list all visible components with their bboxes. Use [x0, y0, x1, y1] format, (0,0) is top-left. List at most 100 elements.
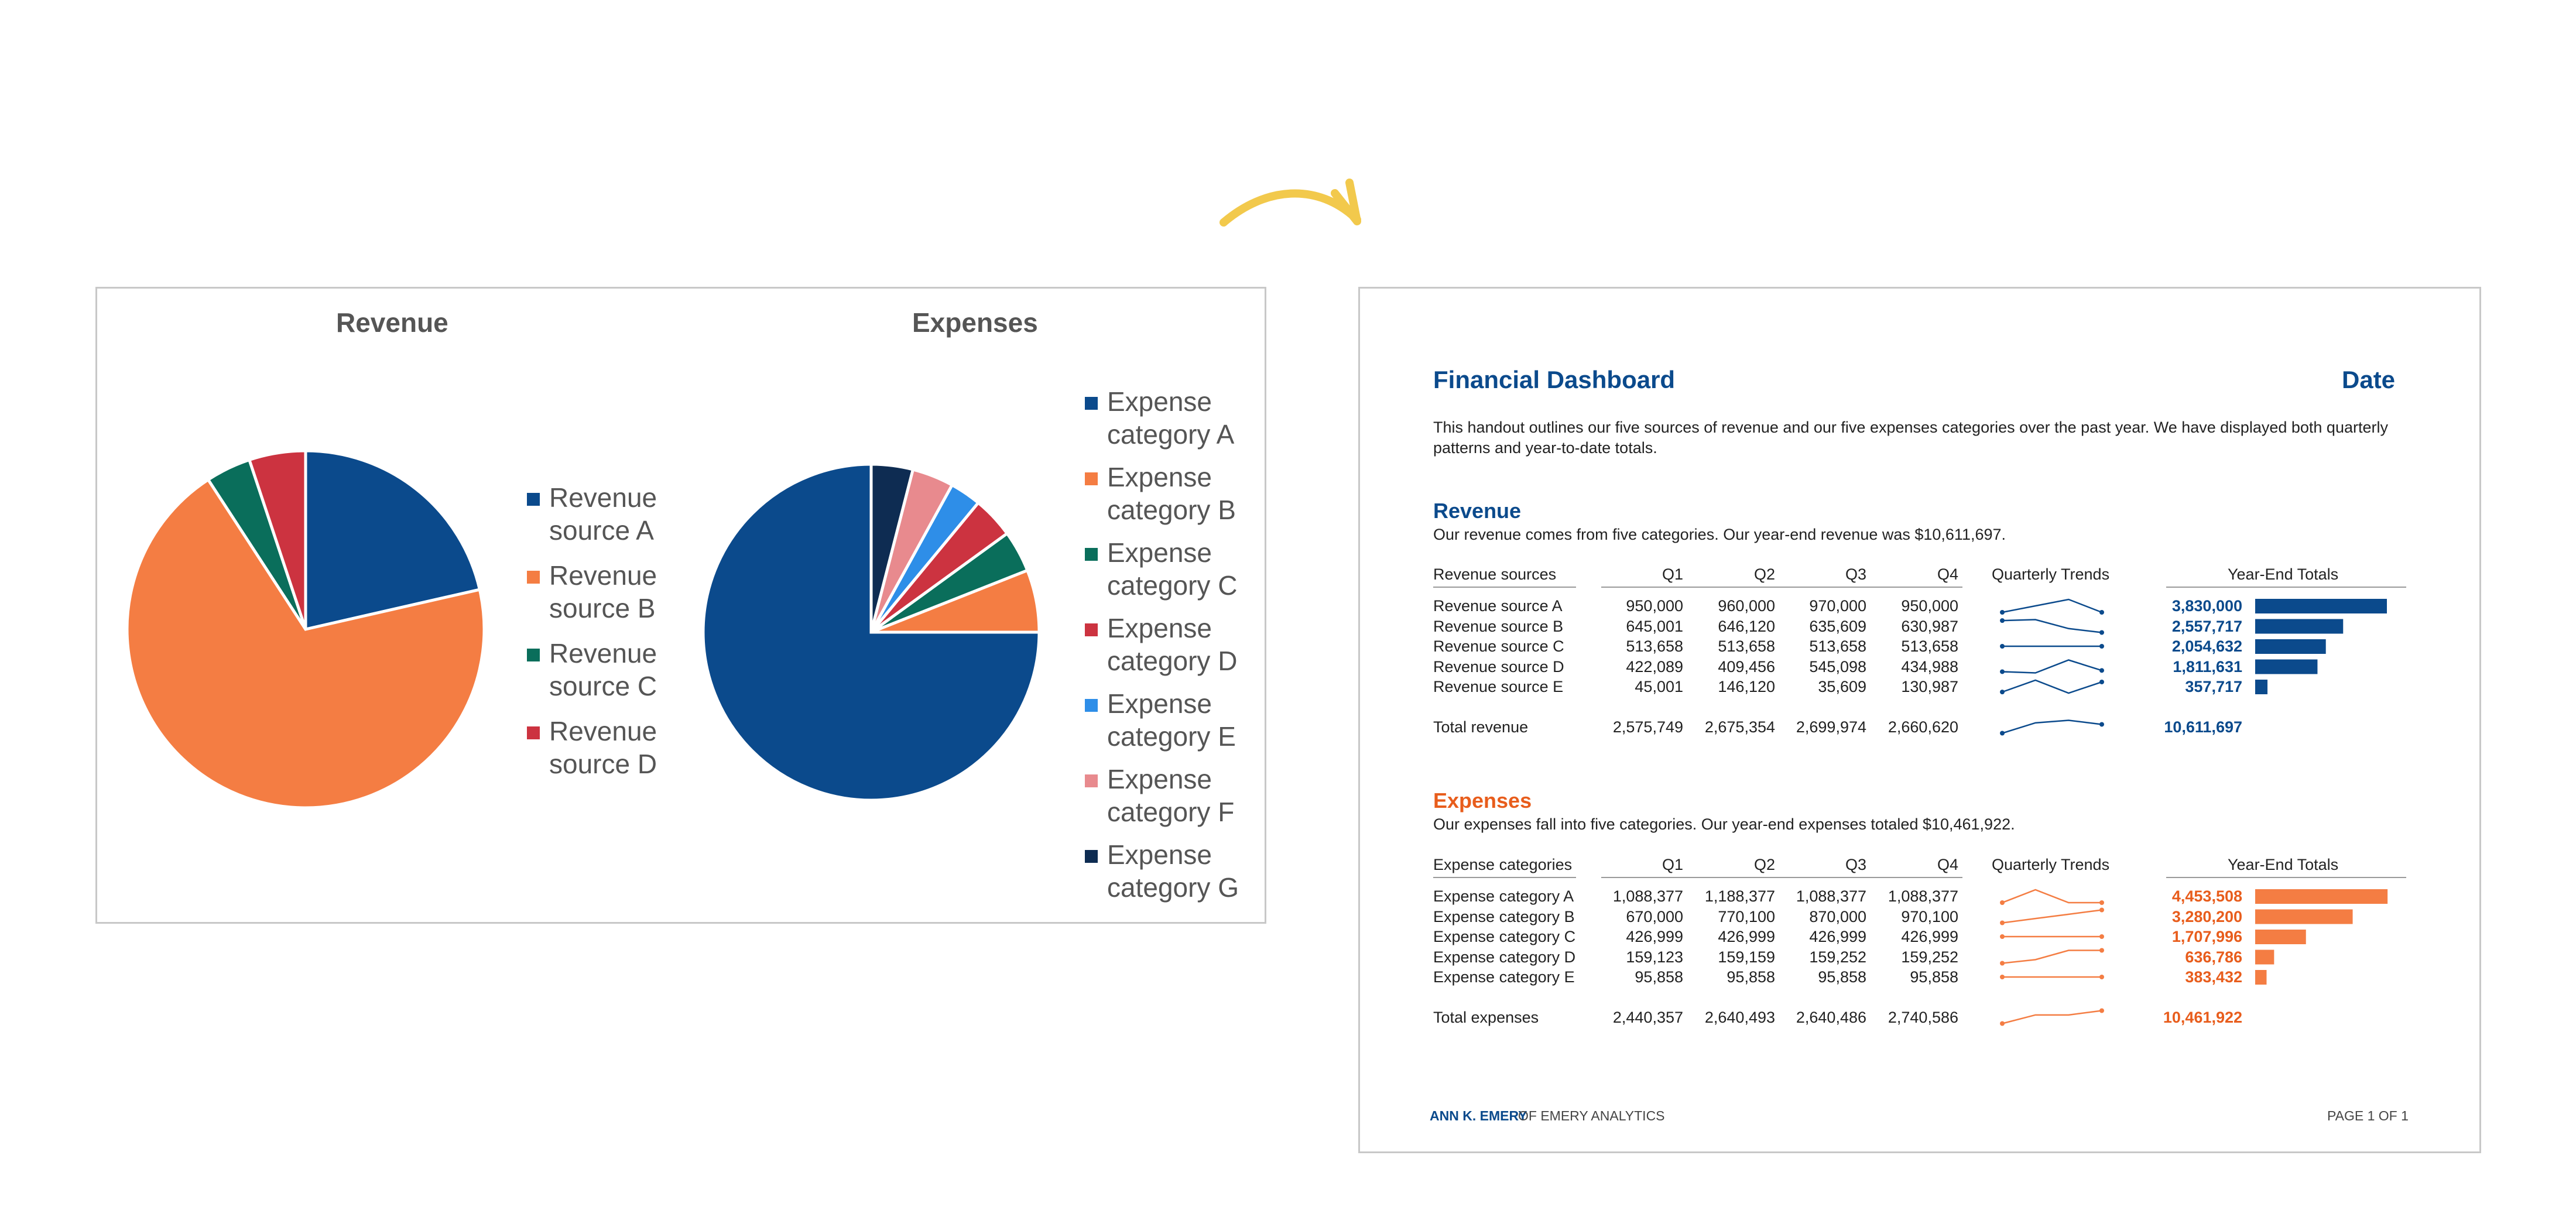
expenses-row-4-total: 383,432: [2185, 968, 2242, 986]
revenue-legend-swatch-2: [527, 649, 540, 661]
intro-text-line-1: This handout outlines our five sources o…: [1433, 419, 2388, 436]
expenses-row-3-q4: 159,252: [1901, 948, 1958, 966]
revenue-pie-slice-1: [125, 477, 486, 810]
expenses-row-0-q2: 1,188,377: [1704, 887, 1775, 905]
revenue-header-q4: Q4: [1937, 565, 1958, 583]
revenue-row-3-name: Revenue source D: [1433, 657, 1564, 676]
expenses-row-4-sparkline-endpoint-0: [2000, 975, 2005, 979]
expenses-row-4-q2: 95,858: [1727, 968, 1775, 986]
expenses-total-name: Total expenses: [1433, 1008, 1539, 1026]
expenses-row-3-total: 636,786: [2185, 948, 2242, 966]
expenses-legend-label-6-0: Expense: [1107, 839, 1212, 870]
revenue-legend-label-0-1: source A: [549, 515, 654, 546]
expenses-row-0-total: 4,453,508: [2171, 887, 2242, 905]
expenses-chart-title: Expenses: [912, 307, 1038, 338]
expenses-total-q1: 2,440,357: [1612, 1008, 1683, 1026]
expenses-row-2-sparkline-endpoint-1: [2099, 934, 2104, 939]
expenses-header-name: Expense categories: [1433, 856, 1573, 873]
revenue-row-4-q4: 130,987: [1901, 678, 1958, 695]
revenue-header-q1: Q1: [1662, 565, 1683, 583]
revenue-row-3-sparkline: [2002, 659, 2102, 674]
revenue-row-1-q4: 630,987: [1901, 617, 1958, 635]
revenue-row-4-q1: 45,001: [1635, 678, 1683, 695]
revenue-row-4-sparkline: [2002, 679, 2102, 694]
expenses-row-1-sparkline-endpoint-1: [2099, 907, 2104, 913]
expenses-row-1-total: 3,280,200: [2171, 907, 2242, 925]
revenue-total-q3: 2,699,974: [1796, 718, 1866, 736]
revenue-header-totals: Year-End Totals: [2228, 565, 2339, 583]
revenue-row-1-q2: 646,120: [1718, 617, 1775, 635]
dashboard-graphics: [2000, 598, 2388, 1026]
revenue-row-4-total: 357,717: [2185, 678, 2242, 695]
revenue-row-3-total: 1,811,631: [2173, 657, 2242, 676]
revenue-row-2-sparkline-endpoint-1: [2099, 644, 2104, 649]
revenue-row-3-total-bar: [2255, 659, 2318, 674]
revenue-row-2-q3: 513,658: [1809, 637, 1866, 655]
revenue-row-3-sparkline-endpoint-0: [2000, 669, 2005, 674]
revenue-header-name: Revenue sources: [1433, 565, 1557, 583]
revenue-total-q4: 2,660,620: [1888, 718, 1958, 736]
revenue-row-1-q1: 645,001: [1626, 617, 1683, 635]
expenses-legend-label-5-0: Expense: [1107, 764, 1212, 794]
revenue-row-3-q2: 409,456: [1718, 657, 1775, 676]
expenses-row-1-sparkline: [2002, 909, 2102, 924]
expenses-legend-label-4-0: Expense: [1107, 688, 1212, 719]
expenses-row-3-sparkline-endpoint-1: [2099, 948, 2104, 953]
revenue-total-sparkline-endpoint-0: [2000, 731, 2005, 736]
expenses-header-q1: Q1: [1662, 856, 1683, 873]
expenses-total-q2: 2,640,493: [1704, 1008, 1775, 1026]
expenses-row-3-sparkline: [2002, 949, 2102, 964]
expenses-header-q3: Q3: [1845, 856, 1866, 873]
revenue-legend-label-2-0: Revenue: [549, 638, 657, 669]
expenses-row-2-sparkline-endpoint-0: [2000, 934, 2005, 939]
curved-arrow-icon: [1220, 179, 1361, 227]
expenses-legend-label-1-0: Expense: [1107, 462, 1212, 492]
expenses-row-3-total-bar: [2255, 949, 2274, 965]
revenue-row-0-sparkline-endpoint-1: [2099, 610, 2104, 615]
revenue-total-value: 10,611,697: [2164, 718, 2242, 736]
expenses-row-4-q3: 95,858: [1818, 968, 1866, 986]
revenue-row-0-sparkline: [2002, 598, 2102, 613]
revenue-row-0-total-bar: [2255, 599, 2387, 613]
expenses-row-0-sparkline-endpoint-0: [2000, 900, 2005, 905]
revenue-legend-swatch-1: [527, 571, 540, 584]
expenses-total-q3: 2,640,486: [1796, 1008, 1866, 1026]
revenue-row-3-q4: 434,988: [1901, 657, 1958, 676]
expenses-row-0-q4: 1,088,377: [1888, 887, 1958, 905]
revenue-row-1-sparkline: [2002, 619, 2102, 633]
revenue-header-trends: Quarterly Trends: [1992, 565, 2110, 583]
expenses-header-q2: Q2: [1753, 856, 1775, 873]
revenue-legend-label-1-1: source B: [549, 593, 656, 623]
expenses-legend-label-2-1: category C: [1107, 570, 1238, 601]
expenses-row-1-total-bar: [2255, 909, 2353, 924]
expenses-legend-label-0-1: category A: [1107, 419, 1235, 450]
revenue-row-2-total: 2,054,632: [2171, 637, 2242, 655]
revenue-total-q1: 2,575,749: [1612, 718, 1683, 736]
expenses-header-q4: Q4: [1937, 856, 1958, 873]
revenue-header-rule-1: [1601, 587, 1962, 588]
revenue-row-1-name: Revenue source B: [1433, 617, 1564, 635]
expenses-row-0-q3: 1,088,377: [1796, 887, 1866, 905]
expenses-row-3-q2: 159,159: [1718, 948, 1775, 966]
revenue-total-name: Total revenue: [1433, 718, 1529, 736]
revenue-row-3-sparkline-endpoint-1: [2099, 668, 2104, 673]
expenses-subtitle: Our expenses fall into five categories. …: [1433, 815, 2015, 833]
revenue-row-1-q3: 635,609: [1809, 617, 1866, 635]
revenue-row-1-sparkline-endpoint-0: [2000, 618, 2005, 623]
expenses-pie-slice-6: [869, 462, 915, 633]
expenses-row-4-q1: 95,858: [1635, 968, 1683, 986]
revenue-subtitle: Our revenue comes from five categories. …: [1433, 526, 2006, 543]
expenses-legend-label-6-1: category G: [1107, 872, 1239, 903]
expenses-legend-label-1-1: category B: [1107, 495, 1236, 525]
expenses-legend-swatch-1: [1085, 472, 1098, 485]
date-label: Date: [2342, 366, 2396, 393]
expenses-total-sparkline-endpoint-1: [2099, 1008, 2104, 1013]
revenue-legend-label-2-1: source C: [549, 671, 657, 701]
expenses-legend-label-3-1: category D: [1107, 646, 1238, 676]
footer-author: ANN K. EMERY: [1430, 1108, 1527, 1123]
expenses-row-3-q3: 159,252: [1809, 948, 1866, 966]
expenses-row-2-name: Expense category C: [1433, 928, 1576, 945]
expenses-row-0-sparkline-endpoint-1: [2099, 900, 2104, 905]
revenue-row-1-total: 2,557,717: [2171, 617, 2242, 635]
expenses-row-4-name: Expense category E: [1433, 968, 1575, 986]
